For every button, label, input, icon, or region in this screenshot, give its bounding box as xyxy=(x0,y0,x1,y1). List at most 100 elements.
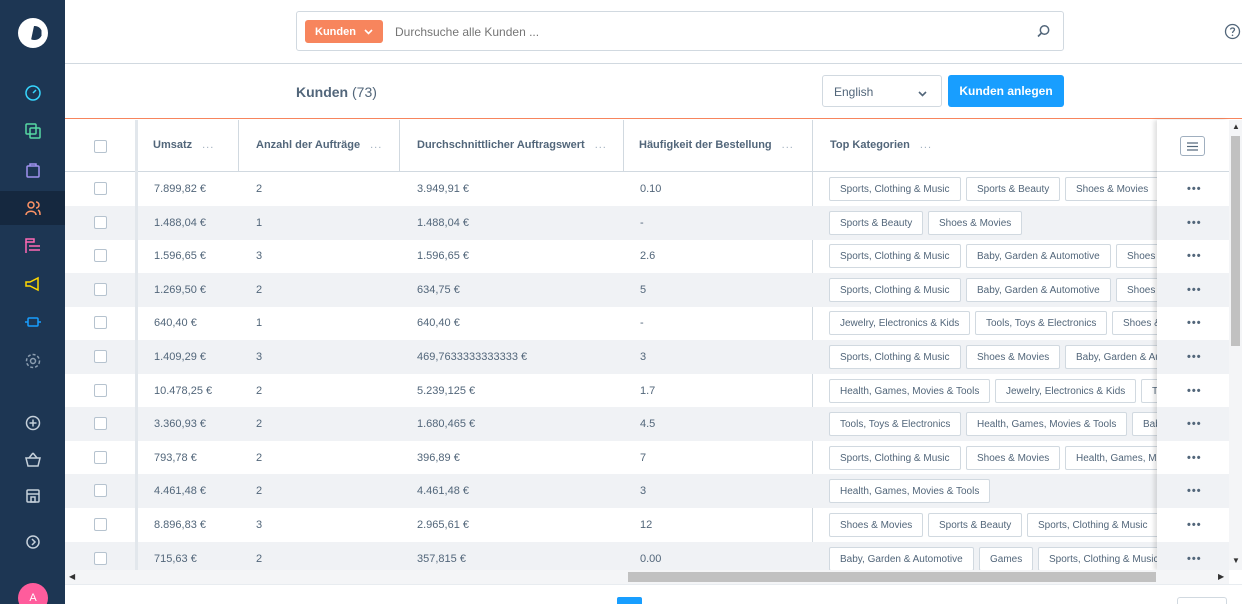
scroll-down-icon[interactable]: ▼ xyxy=(1232,556,1240,565)
row-checkbox[interactable] xyxy=(94,551,107,565)
sidebar-item-customers[interactable] xyxy=(0,191,65,225)
table-row[interactable]: 10.478,25 € 2 5.239,125 € 1.7 Health, Games,… xyxy=(65,374,1229,408)
cell-avg-order: 3.949,91 € xyxy=(417,183,469,195)
table-row[interactable]: 4.461,48 € 2 4.461,48 € 3 Health, Games, Mov… xyxy=(65,474,1229,509)
column-menu-icon[interactable]: ... xyxy=(202,139,215,151)
row-checkbox[interactable] xyxy=(94,417,107,431)
column-menu-icon[interactable]: ... xyxy=(594,139,607,151)
category-tag: Shoes & Movies xyxy=(1065,177,1160,201)
column-menu-icon[interactable]: ... xyxy=(919,139,933,151)
row-context-menu-icon[interactable]: ••• xyxy=(1187,317,1202,330)
logo-area xyxy=(0,0,65,66)
column-header-top-categories[interactable]: Top Kategorien... xyxy=(830,139,933,151)
search-icon[interactable] xyxy=(1036,24,1051,39)
category-tag: Sports, Clothing & Music xyxy=(829,445,961,470)
column-header-umsatz[interactable]: Umsatz... xyxy=(153,139,215,151)
cell-auftraege: 2 xyxy=(256,485,263,498)
horizontal-scrollbar[interactable]: ◀ ▶ xyxy=(65,570,1229,584)
column-header-auftraege[interactable]: Anzahl der Aufträge... xyxy=(256,139,383,151)
column-menu-icon[interactable]: ... xyxy=(370,139,383,151)
category-tag: Sports & Beauty xyxy=(928,513,1023,537)
table-row[interactable]: 1.488,04 € 1 1.488,04 € - Sports & Beauty Sho… xyxy=(65,205,1229,240)
sidebar-item-marketing[interactable] xyxy=(0,267,65,301)
table-row[interactable]: 1.409,29 € 3 469,7633333333333 € 3 Sports, C… xyxy=(65,340,1229,374)
row-checkbox[interactable] xyxy=(94,450,107,464)
row-context-menu-icon[interactable]: ••• xyxy=(1187,283,1202,296)
row-context-menu-icon[interactable]: ••• xyxy=(1187,552,1202,565)
sidebar-expand-toggle[interactable] xyxy=(0,525,65,559)
table-row[interactable]: 640,40 € 1 640,40 € - Jewelry, Electronics &… xyxy=(65,306,1229,340)
scroll-up-icon[interactable]: ▲ xyxy=(1232,122,1240,131)
avatar[interactable]: A xyxy=(18,583,48,604)
sidebar-item-add[interactable] xyxy=(0,406,65,440)
row-context-menu-icon[interactable]: ••• xyxy=(1187,183,1202,195)
cell-avg-order: 396,89 € xyxy=(417,451,460,464)
plug-icon xyxy=(24,317,41,327)
select-all-checkbox[interactable] xyxy=(94,140,107,153)
horizontal-scroll-thumb[interactable] xyxy=(628,572,1156,582)
table-row[interactable]: 7.899,82 € 2 3.949,91 € 0.10 Sports, Clothin… xyxy=(65,172,1229,206)
search-type-chip[interactable]: Kunden xyxy=(305,20,383,43)
sidebar-item-orders[interactable] xyxy=(0,153,65,187)
column-divider[interactable] xyxy=(238,120,239,172)
sidebar-item-dashboard[interactable] xyxy=(0,76,65,110)
table-row[interactable]: 1.269,50 € 2 634,75 € 5 Sports, Clothing & M… xyxy=(65,272,1229,307)
chevron-down-icon xyxy=(364,29,373,35)
column-header-avg-order[interactable]: Durchschnittlicher Auftragswert... xyxy=(417,139,607,151)
cell-umsatz: 7.899,82 € xyxy=(154,183,206,195)
row-checkbox[interactable] xyxy=(94,182,107,195)
column-settings-button[interactable] xyxy=(1180,136,1205,156)
page-size-select[interactable] xyxy=(1177,597,1227,604)
vertical-scroll-thumb[interactable] xyxy=(1231,136,1240,346)
row-context-menu-icon[interactable]: ••• xyxy=(1187,351,1202,363)
column-header-frequency[interactable]: Häufigkeit der Bestellung... xyxy=(639,139,794,151)
sidebar-item-extensions[interactable] xyxy=(0,305,65,339)
table-row[interactable]: 8.896,83 €3 2.965,61 €12 Shoes & Movies Spo… xyxy=(65,508,1229,542)
row-checkbox[interactable] xyxy=(94,249,107,263)
row-context-menu-icon[interactable]: ••• xyxy=(1187,451,1202,464)
row-context-menu-icon[interactable]: ••• xyxy=(1187,384,1202,397)
shopware-logo-icon[interactable] xyxy=(17,18,48,48)
table-row[interactable]: 3.360,93 € 2 1.680,465 € 4.5 Tools, Toys & E… xyxy=(65,407,1229,442)
row-actions: ••• xyxy=(1157,239,1229,273)
chevron-down-icon xyxy=(918,91,927,97)
help-icon[interactable] xyxy=(1224,23,1241,40)
scroll-right-icon[interactable]: ▶ xyxy=(1218,572,1225,581)
sidebar-item-catalog[interactable] xyxy=(0,114,65,148)
row-context-menu-icon[interactable]: ••• xyxy=(1187,250,1202,263)
search-input[interactable] xyxy=(395,25,995,39)
language-select[interactable]: English xyxy=(822,75,942,107)
sidebar-item-settings[interactable] xyxy=(0,344,65,378)
sidebar-item-content[interactable] xyxy=(0,229,65,263)
row-checkbox[interactable] xyxy=(94,282,107,296)
row-checkbox[interactable] xyxy=(94,350,107,363)
table-row[interactable]: 715,63 € 2 357,815 € 0.00 Baby, Garden & Aut… xyxy=(65,541,1229,570)
cell-frequency: 0.00 xyxy=(640,552,662,565)
row-checkbox[interactable] xyxy=(94,484,107,498)
table-row[interactable]: 1.596,65 € 3 1.596,65 € 2.6 Sports, Clothing… xyxy=(65,239,1229,273)
row-context-menu-icon[interactable]: ••• xyxy=(1187,418,1202,431)
row-context-menu-icon[interactable]: ••• xyxy=(1187,485,1202,498)
column-divider[interactable] xyxy=(399,120,400,172)
sidebar-item-store[interactable] xyxy=(0,479,65,513)
row-context-menu-icon[interactable]: ••• xyxy=(1187,519,1202,531)
row-checkbox[interactable] xyxy=(94,316,107,330)
column-menu-icon[interactable]: ... xyxy=(781,139,794,151)
category-tag: Baby, Garden & Automotive xyxy=(829,546,974,570)
cell-frequency: 7 xyxy=(640,451,647,464)
category-tag: Tools, Toys & Electronics xyxy=(829,412,962,437)
sidebar-item-basket[interactable] xyxy=(0,443,65,477)
row-context-menu-icon[interactable]: ••• xyxy=(1187,216,1202,229)
search-type-label: Kunden xyxy=(315,26,356,38)
row-checkbox[interactable] xyxy=(94,518,107,531)
row-checkbox[interactable] xyxy=(94,215,107,229)
cell-avg-order: 1.680,465 € xyxy=(417,418,476,431)
create-customer-button[interactable]: Kunden anlegen xyxy=(948,75,1064,107)
scroll-left-icon[interactable]: ◀ xyxy=(69,572,76,581)
cell-umsatz: 10.478,25 € xyxy=(154,384,213,397)
pagination-current-page[interactable] xyxy=(617,597,642,604)
row-checkbox[interactable] xyxy=(94,383,107,397)
vertical-scrollbar[interactable]: ▲ ▼ xyxy=(1229,120,1242,570)
table-row[interactable]: 793,78 € 2 396,89 € 7 Sports, Clothing & Mus… xyxy=(65,441,1229,475)
column-divider[interactable] xyxy=(623,120,624,172)
